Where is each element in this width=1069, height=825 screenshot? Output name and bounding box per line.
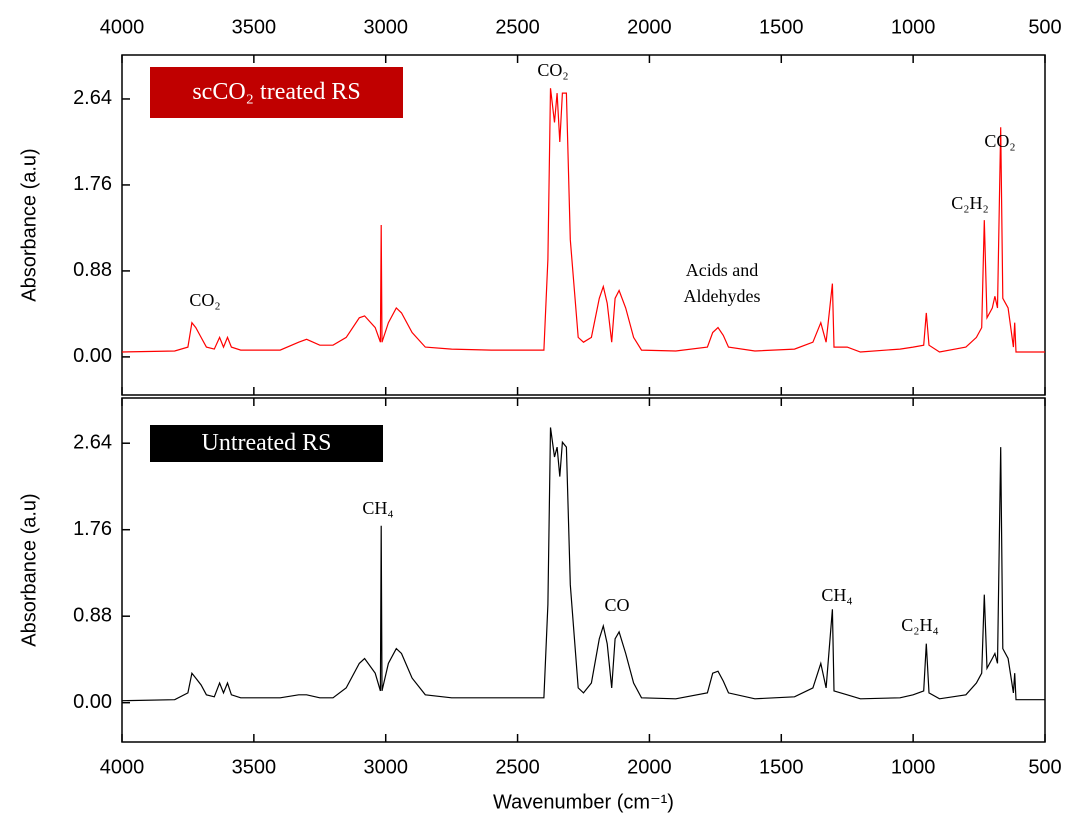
annotation: Acids and [686,260,758,280]
y-tick-label: 0.88 [73,604,112,626]
spectrum-line [121,88,1045,353]
x-tick-label: 3000 [363,756,408,778]
annotation: CO₂ [984,131,1015,151]
y-tick-label: 1.76 [73,173,112,195]
x-tick-label: 2500 [495,756,540,778]
y-axis-label: Absorbance (a.u) [18,493,40,646]
panel-title: scCO₂ treated RS [192,79,360,105]
y-tick-label: 0.00 [73,691,112,713]
annotation: Aldehydes [684,286,761,306]
x-tick-label: 2000 [627,16,672,38]
annotation: C₂H₂ [951,193,989,213]
annotation: CO₂ [189,290,220,310]
x-tick-label: 2000 [627,756,672,778]
annotation: CH₄ [821,585,852,605]
panel-title: Untreated RS [202,430,332,456]
x-tick-label: 4000 [100,16,145,38]
spectrum-line [121,427,1045,702]
y-tick-label: 1.76 [73,518,112,540]
x-tick-label: 1500 [759,756,804,778]
annotation: C₂H₄ [901,615,939,635]
x-tick-label: 1000 [891,756,936,778]
title-box [150,425,383,462]
y-tick-label: 2.64 [73,431,112,453]
annotation: CH₄ [362,498,393,518]
x-tick-label: 500 [1028,16,1061,38]
y-tick-label: 2.64 [73,87,112,109]
title-box [150,67,403,118]
y-tick-label: 0.00 [73,345,112,367]
x-tick-label: 2500 [495,16,540,38]
plot-frame [121,54,1046,396]
y-tick-label: 0.88 [73,259,112,281]
x-tick-label: 3500 [232,756,277,778]
x-tick-label: 4000 [100,756,145,778]
x-tick-label: 1500 [759,16,804,38]
x-tick-label: 500 [1028,756,1061,778]
x-tick-label: 3500 [232,16,277,38]
annotation: CO₂ [537,60,568,80]
y-axis-label: Absorbance (a.u) [18,148,40,301]
x-tick-label: 1000 [891,16,936,38]
annotation: CO [604,595,629,615]
plot-frame [121,397,1046,743]
x-axis-label: Wavenumber (cm⁻¹) [493,791,674,813]
x-tick-label: 3000 [363,16,408,38]
